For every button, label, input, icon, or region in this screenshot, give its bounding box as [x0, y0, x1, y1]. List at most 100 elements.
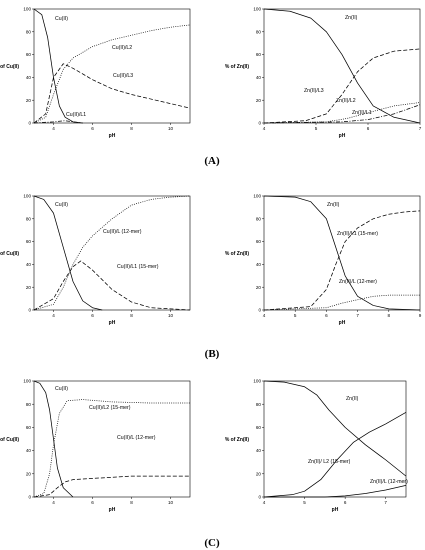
y-axis-label: % of Cu(II): [0, 251, 19, 257]
x-tick-label: 6: [344, 500, 347, 505]
panel-label-a: (A): [204, 155, 220, 167]
panel-label-b: (B): [205, 348, 220, 360]
y-tick-label: 60: [256, 239, 262, 244]
y-tick-label: 40: [26, 448, 32, 453]
series-line: [33, 399, 190, 498]
series-annotation: Cu(II)/L1 (15-mer): [117, 264, 159, 270]
series-annotation: Cu(II): [55, 202, 68, 208]
y-tick-label: 60: [26, 425, 32, 430]
x-tick-label: 4: [263, 500, 266, 505]
y-tick-label: 80: [256, 402, 262, 407]
series-annotation: Zn(II)/L1: [352, 110, 372, 116]
y-axis-label: % of Cu(II): [0, 64, 19, 70]
x-tick-label: 4: [263, 313, 266, 318]
y-tick-label: 20: [256, 98, 262, 103]
y-tick-label: 100: [253, 7, 261, 12]
y-tick-label: 80: [26, 402, 32, 407]
y-tick-label: 60: [256, 52, 262, 57]
series-line: [33, 63, 191, 124]
x-axis-label: pH: [339, 320, 346, 326]
y-tick-label: 80: [256, 29, 262, 34]
y-axis-label: % of Cu(II): [0, 437, 19, 443]
y-tick-label: 0: [28, 308, 31, 313]
x-tick-label: 6: [325, 313, 328, 318]
series-line: [33, 8, 83, 124]
x-tick-label: 6: [91, 126, 94, 131]
y-axis-label: % of Zn(II): [225, 64, 249, 70]
y-tick-label: 20: [256, 471, 262, 476]
series-annotation: Cu(II): [55, 386, 68, 392]
y-tick-label: 0: [28, 495, 31, 500]
series-annotation: Zn(II)/L (12-mer): [370, 479, 408, 485]
x-tick-label: 4: [52, 313, 55, 318]
plot-frame: [33, 8, 191, 124]
series-line: [263, 48, 421, 124]
y-tick-label: 100: [23, 379, 31, 384]
y-tick-label: 40: [26, 262, 32, 267]
y-tick-label: 100: [253, 194, 261, 199]
series-line: [263, 104, 421, 124]
series-line: [33, 195, 191, 311]
y-tick-label: 0: [28, 121, 31, 126]
y-tick-label: 0: [258, 495, 261, 500]
series-annotation: Zn(II)/L3: [304, 88, 324, 94]
series-annotation: Cu(II)/L2 (15-mer): [89, 405, 131, 411]
x-tick-label: 4: [52, 126, 55, 131]
x-tick-label: 10: [168, 500, 174, 505]
x-axis-label: pH: [109, 507, 116, 513]
series-annotation: Zn(II)/L (12-mer): [339, 279, 377, 285]
series-annotation: Zn(II)/L1 (15-mer): [337, 231, 378, 237]
plot-frame: [33, 195, 191, 311]
chart-6: 4 5 6 7 0 20 40 60 80 100 pH % of Zn(II) Zn(II) Zn(II…: [225, 379, 408, 513]
y-tick-label: 80: [26, 216, 32, 221]
y-tick-label: 20: [26, 285, 32, 290]
series-annotation: Cu(II)/L2: [112, 45, 132, 51]
series-annotation: Zn(II): [346, 396, 359, 402]
x-tick-label: 4: [52, 500, 55, 505]
series-annotation: Zn(II)/ L2 (15-mer): [308, 459, 351, 465]
plot-frame: [263, 380, 407, 498]
x-tick-label: 7: [419, 126, 422, 131]
x-tick-label: 6: [91, 500, 94, 505]
plot-frame: [263, 8, 421, 124]
y-axis-label: % of Zn(II): [225, 437, 249, 443]
x-tick-label: 7: [384, 500, 387, 505]
y-tick-label: 40: [26, 75, 32, 80]
x-tick-label: 5: [294, 313, 297, 318]
plot-frame: [263, 195, 421, 311]
series-annotation: Cu(II): [55, 16, 68, 22]
y-tick-label: 60: [256, 425, 262, 430]
y-tick-label: 40: [256, 75, 262, 80]
y-tick-label: 0: [258, 121, 261, 126]
series-annotation: Zn(II)/L2: [336, 98, 356, 104]
series-annotation: Zn(II): [345, 15, 358, 21]
x-tick-label: 10: [168, 313, 174, 318]
x-tick-label: 8: [388, 313, 391, 318]
y-tick-label: 100: [253, 379, 261, 384]
series-annotation: Cu(II)/L (12-mer): [103, 229, 142, 235]
x-axis-label: pH: [332, 507, 339, 513]
y-tick-label: 40: [256, 448, 262, 453]
series-line: [263, 294, 420, 311]
x-tick-label: 7: [356, 313, 359, 318]
series-annotation: Cu(II)/L3: [113, 73, 133, 79]
y-tick-label: 20: [26, 471, 32, 476]
series-annotation: Cu(II)/L (12-mer): [117, 435, 156, 441]
y-tick-label: 100: [23, 7, 31, 12]
y-tick-label: 40: [256, 262, 262, 267]
y-tick-label: 20: [256, 285, 262, 290]
x-tick-label: 6: [367, 126, 370, 131]
chart-2: 4 5 6 7 0 20 40 60 80 100 pH % of Zn(II) Zn(II) Zn(II…: [225, 7, 422, 139]
series-line: [33, 475, 190, 498]
y-tick-label: 100: [23, 194, 31, 199]
x-tick-label: 4: [263, 126, 266, 131]
y-tick-label: 60: [26, 239, 32, 244]
x-tick-label: 6: [91, 313, 94, 318]
chart-4: 4 5 6 7 8 9 0 20 40 60 80 100 pH % of Zn(II) Zn(II) Zn(…: [225, 194, 422, 326]
x-tick-label: 8: [130, 500, 133, 505]
x-tick-label: 8: [130, 126, 133, 131]
